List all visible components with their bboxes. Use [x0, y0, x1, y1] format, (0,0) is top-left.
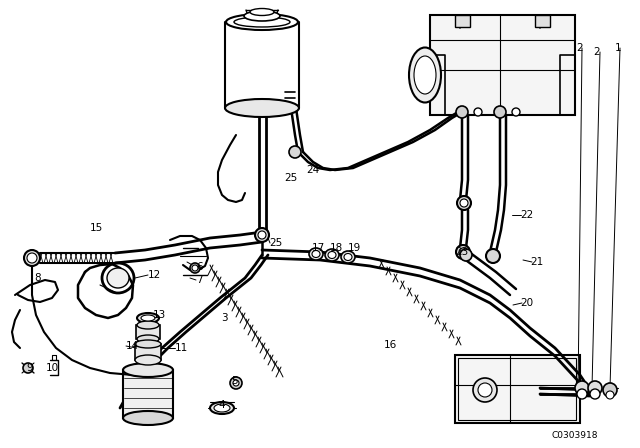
Ellipse shape	[123, 411, 173, 425]
Bar	[430, 15, 575, 115]
Ellipse shape	[107, 268, 129, 288]
Text: 17: 17	[312, 243, 324, 253]
Text: 14: 14	[126, 341, 140, 351]
Ellipse shape	[409, 47, 441, 103]
Circle shape	[457, 196, 471, 210]
Ellipse shape	[328, 251, 336, 258]
Text: 10: 10	[45, 363, 59, 373]
Ellipse shape	[123, 363, 173, 377]
Text: 25: 25	[269, 238, 282, 248]
Ellipse shape	[137, 321, 159, 329]
Circle shape	[460, 199, 468, 207]
Circle shape	[486, 249, 500, 263]
Circle shape	[255, 228, 269, 242]
Text: 20: 20	[520, 298, 533, 308]
Text: 6: 6	[196, 262, 203, 272]
Ellipse shape	[414, 56, 436, 94]
Circle shape	[512, 108, 520, 116]
Circle shape	[27, 253, 37, 263]
Circle shape	[25, 251, 39, 265]
Text: 12: 12	[148, 270, 161, 280]
Ellipse shape	[344, 254, 352, 260]
Circle shape	[233, 380, 239, 386]
Text: 11: 11	[175, 343, 188, 353]
Circle shape	[494, 106, 506, 118]
Text: 3: 3	[221, 313, 227, 323]
Circle shape	[24, 250, 40, 266]
Bar	[136, 325, 160, 339]
Circle shape	[28, 254, 36, 262]
Text: 9: 9	[27, 363, 33, 373]
Ellipse shape	[135, 355, 161, 365]
Text: 21: 21	[530, 257, 543, 267]
Circle shape	[258, 231, 266, 239]
Text: 2: 2	[594, 47, 600, 57]
Ellipse shape	[250, 9, 274, 16]
Ellipse shape	[137, 313, 159, 323]
Text: 19: 19	[348, 243, 360, 253]
Text: 15: 15	[90, 223, 102, 233]
Ellipse shape	[341, 251, 355, 263]
Circle shape	[588, 381, 602, 395]
Ellipse shape	[137, 335, 159, 343]
Ellipse shape	[226, 14, 298, 30]
Circle shape	[603, 383, 617, 397]
Bar	[535, 15, 550, 27]
Text: C0303918: C0303918	[552, 431, 598, 439]
Text: 5: 5	[230, 376, 237, 386]
Circle shape	[474, 108, 482, 116]
Ellipse shape	[225, 99, 299, 117]
Bar	[135, 344, 161, 360]
Text: 8: 8	[35, 273, 42, 283]
Circle shape	[456, 106, 468, 118]
Ellipse shape	[234, 17, 290, 27]
Circle shape	[478, 383, 492, 397]
Circle shape	[459, 248, 467, 256]
Circle shape	[575, 381, 589, 395]
Text: 24: 24	[307, 165, 319, 175]
Bar	[123, 370, 173, 418]
Bar	[455, 355, 580, 423]
Text: 18: 18	[330, 243, 342, 253]
Bar	[458, 358, 576, 420]
Circle shape	[460, 249, 472, 261]
Text: 13: 13	[153, 310, 166, 320]
Circle shape	[192, 265, 198, 271]
Text: 2: 2	[577, 43, 583, 53]
Text: 25: 25	[284, 173, 298, 183]
Text: 7: 7	[196, 275, 203, 285]
Ellipse shape	[210, 402, 234, 414]
Text: 4: 4	[219, 400, 225, 410]
Circle shape	[473, 378, 497, 402]
Ellipse shape	[312, 250, 320, 258]
Circle shape	[23, 363, 33, 373]
Circle shape	[577, 389, 587, 399]
Text: 1: 1	[614, 43, 621, 53]
Ellipse shape	[309, 248, 323, 260]
Ellipse shape	[214, 404, 230, 412]
Circle shape	[606, 391, 614, 399]
Text: 23: 23	[456, 247, 468, 257]
Circle shape	[456, 245, 470, 259]
Bar	[455, 15, 470, 27]
Ellipse shape	[141, 315, 155, 321]
Circle shape	[230, 377, 242, 389]
Ellipse shape	[244, 11, 280, 21]
Circle shape	[289, 146, 301, 158]
Circle shape	[590, 389, 600, 399]
Text: 16: 16	[383, 340, 397, 350]
Text: 22: 22	[520, 210, 533, 220]
Circle shape	[190, 263, 200, 273]
Ellipse shape	[135, 340, 161, 348]
Ellipse shape	[325, 249, 339, 261]
